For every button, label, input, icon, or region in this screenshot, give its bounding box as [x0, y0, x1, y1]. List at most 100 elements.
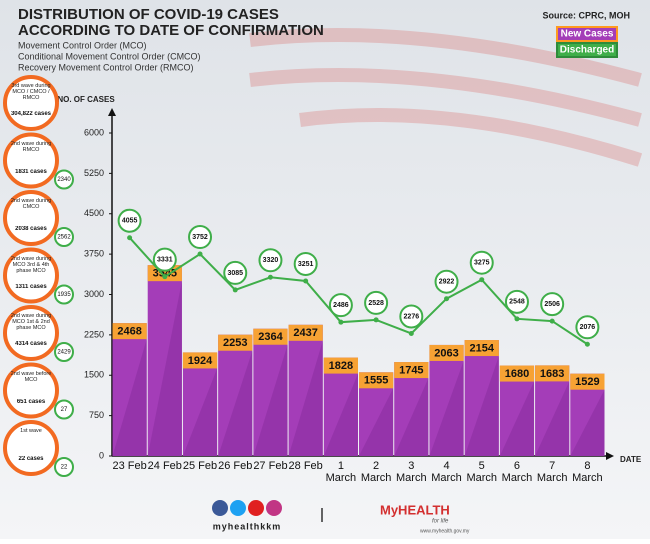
value-label: 2063 — [434, 347, 458, 359]
point — [338, 319, 344, 325]
value-label-box — [499, 365, 535, 382]
wave-label-box: 2nd wave during CMCO — [10, 198, 52, 211]
title: ACCORDING TO DATE OF CONFIRMATION — [18, 22, 324, 39]
point-bubble — [258, 248, 283, 273]
discharged-value: 27 — [61, 407, 68, 413]
point-label: 2486 — [333, 302, 349, 309]
point — [479, 277, 485, 283]
wave-cases-box: 651 cases — [16, 398, 46, 405]
bar-shade — [394, 378, 429, 456]
point-bubble — [399, 304, 424, 329]
point-label: 2548 — [509, 299, 525, 306]
bar — [112, 323, 147, 456]
wave-circle — [3, 247, 59, 304]
social-icons — [212, 500, 282, 516]
point — [514, 316, 520, 322]
wave-cases-box: 2038 cases — [15, 226, 47, 232]
flag-stripes — [249, 28, 643, 167]
value-label-box — [288, 324, 323, 341]
discharged-value: 2340 — [57, 177, 71, 183]
wave-label: 2nd wave during CMCO — [10, 198, 52, 211]
value-label-box — [535, 365, 570, 382]
bar-shade — [499, 381, 535, 456]
x-tick-label-box: 25 Feb — [182, 460, 218, 472]
point-bubble — [117, 208, 142, 233]
point-label: 2506 — [544, 301, 560, 308]
wave-circle — [3, 305, 59, 361]
legend-swatch — [556, 26, 618, 42]
value-label: 1529 — [575, 376, 599, 388]
y-axis-label: NO. OF CASES — [57, 95, 115, 104]
value-label: 1828 — [329, 360, 353, 372]
point-bubble — [152, 247, 177, 272]
y-tick-label: 4500 — [84, 208, 104, 218]
point — [408, 330, 414, 336]
discharged-value: 2562 — [57, 235, 71, 241]
point-bubble — [364, 290, 389, 315]
discharged-badge — [54, 227, 74, 247]
point — [267, 274, 273, 280]
x-tick-label: 25 Feb — [182, 460, 218, 472]
point-label: 2076 — [580, 324, 596, 331]
point — [232, 287, 238, 293]
subtitle: Conditional Movement Control Order (CMCO… — [18, 51, 201, 61]
x-tick-label: 7 March — [536, 460, 568, 485]
wave-cases: 1831 cases — [15, 168, 47, 175]
bar — [323, 357, 358, 456]
value-label-box — [147, 265, 182, 282]
bar — [429, 344, 464, 456]
point-label: 3331 — [157, 257, 173, 264]
x-tick-label: 23 Feb — [112, 460, 147, 472]
x-tick-label: 6 March — [501, 460, 533, 485]
point-label: 3251 — [298, 261, 314, 268]
wave-cases: 1311 cases — [15, 283, 47, 290]
value-label-box — [253, 328, 288, 345]
bar — [253, 328, 288, 456]
subtitle: Movement Control Order (MCO) — [18, 40, 147, 50]
wave-label: 2nd wave during MCO 3rd & 4th phase MCO — [10, 255, 52, 274]
discharged-badge — [54, 457, 74, 477]
x-tick-label-box: 27 Feb — [253, 460, 287, 472]
wave-label: 2nd wave before MCO — [10, 370, 52, 383]
y-tick-label: 3750 — [84, 249, 104, 259]
wave-label-box: 2nd wave before MCO — [10, 370, 52, 383]
wave-circle — [3, 75, 59, 131]
point-bubble — [469, 250, 494, 275]
y-tick-label: 750 — [89, 410, 104, 420]
point-label: 2276 — [404, 313, 420, 320]
value-label-box — [429, 344, 464, 361]
wave-circle — [3, 420, 59, 476]
wave-circle — [3, 362, 59, 419]
point-label: 4055 — [122, 218, 138, 225]
value-label-box — [464, 340, 499, 357]
wave-cases: 2038 cases — [15, 226, 47, 232]
bar — [218, 334, 253, 456]
value-label: 1555 — [364, 375, 388, 387]
wave-cases-box: 1311 cases — [15, 283, 47, 290]
point-label: 3752 — [192, 234, 208, 241]
bar-shade — [288, 340, 323, 456]
bar-shade — [218, 350, 253, 456]
wave-cases-box: 4314 cases — [15, 341, 47, 347]
y-tick-label: 2250 — [84, 329, 104, 339]
y-tick-label: 1500 — [84, 370, 104, 380]
discharged-value: 22 — [61, 465, 68, 471]
value-label-box — [394, 362, 429, 379]
wave-label: 2nd wave during MCO 1st & 2nd phase MCO — [10, 313, 52, 332]
point — [444, 296, 450, 302]
wave-cases: 651 cases — [16, 398, 46, 405]
bar — [182, 352, 218, 456]
value-label-box — [218, 334, 253, 351]
axis-arrow — [108, 108, 116, 116]
discharged-badge — [54, 284, 74, 305]
bar-shade — [323, 373, 358, 456]
bar-shade — [464, 356, 499, 456]
point-bubble — [575, 315, 600, 340]
x-tick-label: 3 March — [396, 460, 427, 485]
wave-label-box: 2nd wave during RMCO — [11, 141, 51, 153]
wave-cases: 304,822 cases — [10, 111, 52, 117]
point — [303, 278, 309, 284]
x-tick-label-box: 8 March — [572, 460, 603, 484]
value-label: 2437 — [293, 327, 317, 339]
y-tick-label: 6000 — [84, 127, 104, 137]
